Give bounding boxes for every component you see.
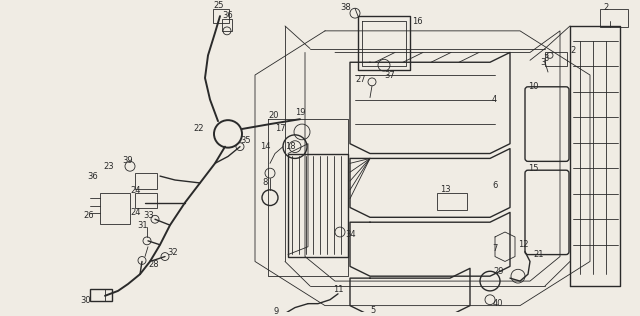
Text: 40: 40 [493,299,504,308]
Text: 24: 24 [130,186,141,195]
Text: 32: 32 [167,248,178,257]
Text: 25: 25 [213,1,223,10]
Bar [600,9,628,27]
Text: 22: 22 [193,125,204,133]
Bar [545,52,567,66]
Text: 7: 7 [492,244,497,253]
Text: 16: 16 [412,16,422,26]
Text: 36: 36 [222,11,233,20]
Text: 37: 37 [384,71,395,81]
Text: 3: 3 [540,58,545,67]
Text: 36: 36 [87,172,98,180]
Text: 35: 35 [240,136,251,145]
Text: 28: 28 [148,260,159,269]
Bar [213,9,229,23]
Text: 12: 12 [518,240,529,249]
Text: 20: 20 [268,111,278,120]
Bar [90,289,112,301]
Text: 33: 33 [143,211,154,220]
Bar [437,193,467,210]
Text: 17: 17 [275,125,285,133]
Text: 18: 18 [285,142,296,151]
Text: 13: 13 [440,185,451,194]
Bar [135,193,157,209]
Text: 30: 30 [80,296,91,305]
Text: 15: 15 [528,164,538,173]
Bar [100,193,130,224]
Text: 2: 2 [570,46,575,55]
Bar [222,19,232,31]
Text: 23: 23 [103,162,114,171]
Text: 5: 5 [370,306,375,315]
Text: 2: 2 [603,3,608,12]
Text: 11: 11 [333,285,344,295]
Text: 10: 10 [528,82,538,91]
Text: 38: 38 [340,3,351,12]
Text: 21: 21 [533,250,543,259]
Text: 31: 31 [137,221,148,230]
Text: 29: 29 [493,267,504,276]
Bar [288,154,348,257]
Text: 27: 27 [355,76,365,84]
Text: 9: 9 [273,307,278,316]
Text: 6: 6 [492,181,497,191]
Text: 4: 4 [492,95,497,104]
Text: 19: 19 [295,108,305,117]
Bar [135,173,157,189]
Text: 26: 26 [83,211,93,220]
Text: 34: 34 [345,230,356,240]
Text: 3: 3 [543,54,548,63]
Text: 8: 8 [262,179,268,187]
Text: 24: 24 [130,208,141,217]
Text: 14: 14 [260,142,271,151]
Text: 39: 39 [122,156,132,165]
